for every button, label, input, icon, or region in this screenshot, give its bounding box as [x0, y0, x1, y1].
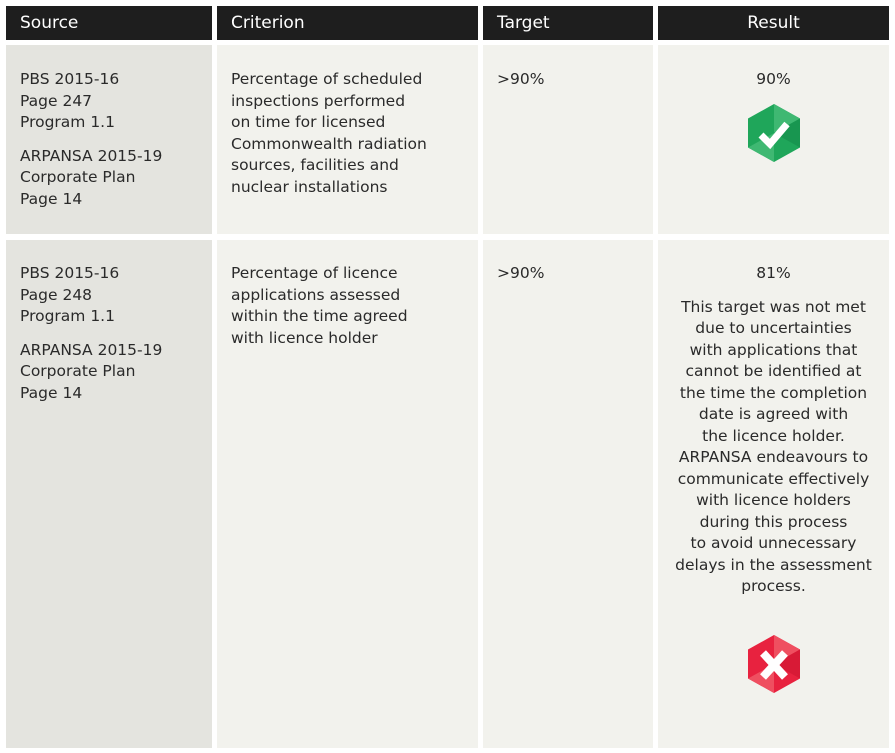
table-row-1-target: >90% [483, 45, 653, 234]
result-value: 90% [756, 70, 791, 88]
cross-hexagon-icon [747, 634, 800, 693]
source-line: PBS 2015-16 Page 248 Program 1.1 [20, 264, 120, 325]
table-row-1-source: PBS 2015-16 Page 247 Program 1.1 ARPANSA… [6, 45, 212, 234]
source-line: ARPANSA 2015-19 Corporate Plan Page 14 [20, 340, 163, 402]
check-hexagon-icon [747, 103, 800, 162]
header-target: Target [483, 6, 653, 40]
result-value: 81% [756, 264, 791, 282]
header-criterion: Criterion [217, 6, 478, 40]
header-source: Source [6, 6, 212, 40]
header-result: Result [658, 6, 889, 40]
result-note: This target was not met due to uncertain… [675, 297, 872, 596]
source-line: ARPANSA 2015-19 Corporate Plan Page 14 [20, 146, 163, 208]
source-line: PBS 2015-16 Page 247 Program 1.1 [20, 70, 120, 131]
table-row-2-source: PBS 2015-16 Page 248 Program 1.1 ARPANSA… [6, 240, 212, 748]
table-row-2-result: 81% This target was not met due to uncer… [658, 240, 889, 748]
table-row-1-result: 90% [658, 45, 889, 234]
table-row-1-criterion: Percentage of scheduled inspections perf… [217, 45, 478, 234]
table-row-2-target: >90% [483, 240, 653, 748]
table-row-2-criterion: Percentage of licence applications asses… [217, 240, 478, 748]
